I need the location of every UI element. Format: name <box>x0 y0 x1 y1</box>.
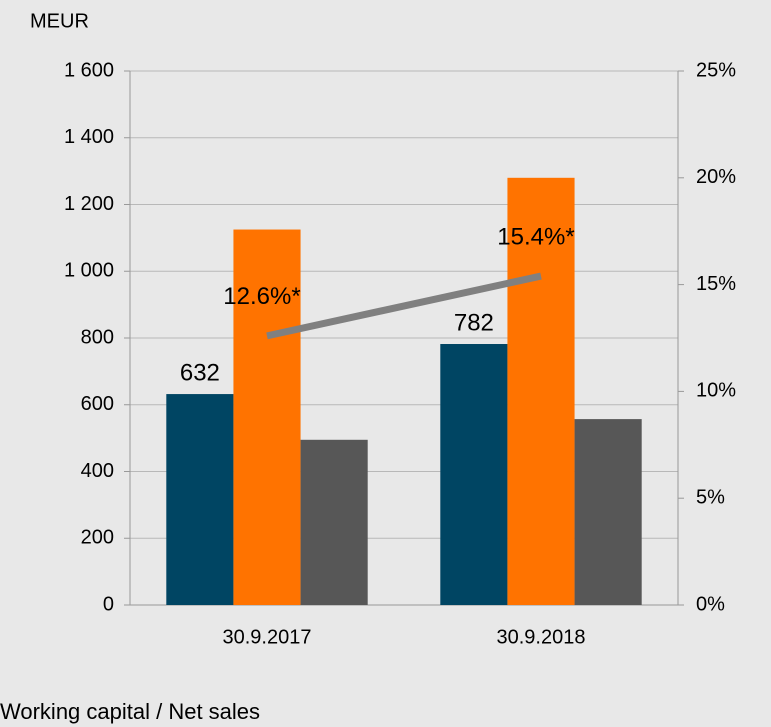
y2-tick-label: 15% <box>696 273 736 295</box>
line-label: 12.6%* <box>223 283 300 310</box>
bar <box>440 344 508 605</box>
bar <box>574 419 642 605</box>
y2-tick-label: 20% <box>696 166 736 188</box>
y-tick-label: 1 200 <box>64 193 114 215</box>
y-tick-label: 600 <box>81 393 114 415</box>
y2-tick-label: 0% <box>696 593 725 615</box>
bar <box>507 177 575 606</box>
y-tick-label: 800 <box>81 326 114 348</box>
x-tick-label: 30.9.2017 <box>223 626 312 648</box>
y-tick-label: 1 600 <box>64 59 114 81</box>
y-tick-label: 0 <box>103 593 114 615</box>
y-tick-label: 400 <box>81 460 114 482</box>
y-tick-label: 1 000 <box>64 260 114 282</box>
bar <box>233 229 301 605</box>
bar-label: 632 <box>180 359 220 386</box>
x-tick-label: 30.9.2018 <box>497 626 586 648</box>
legend-label: Working capital / Net sales <box>0 699 260 724</box>
y-tick-label: 1 400 <box>64 126 114 148</box>
bar <box>166 394 234 605</box>
y-axis-label: MEUR <box>30 10 89 32</box>
line <box>266 272 542 340</box>
bar-label: 782 <box>454 309 494 336</box>
bar <box>300 439 368 605</box>
y2-tick-label: 10% <box>696 380 736 402</box>
line-label: 15.4%* <box>497 223 574 250</box>
y-tick-label: 200 <box>81 527 114 549</box>
y2-tick-label: 25% <box>696 59 736 81</box>
y2-tick-label: 5% <box>696 486 725 508</box>
